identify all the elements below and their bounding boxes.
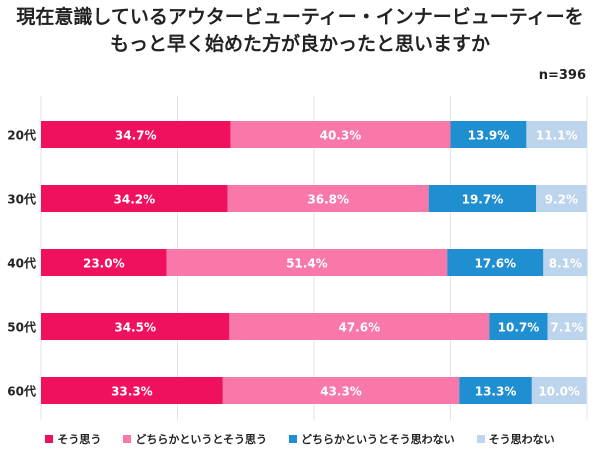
legend-item: どちらかというとそう思う <box>123 431 267 447</box>
data-label: 10.7% <box>498 321 540 335</box>
bar-segment <box>41 121 231 148</box>
legend-label: そう思う <box>57 433 102 446</box>
legend-item: そう思う <box>45 431 101 447</box>
chart-title: 現在意識しているアウタービューティー・インナービューティーを もっと早く始めた方… <box>0 4 600 58</box>
legend-item: そう思わない <box>476 431 555 447</box>
category-label: 60代 <box>7 384 36 399</box>
legend-label: そう思わない <box>488 433 555 446</box>
bar-segment <box>459 377 532 404</box>
data-label: 34.2% <box>114 193 156 207</box>
bar-segment <box>222 377 460 404</box>
bar-segment <box>526 121 587 148</box>
data-label: 11.1% <box>536 129 578 143</box>
bar-segment <box>547 313 587 340</box>
legend-swatch <box>45 435 54 443</box>
title-line-2: もっと早く始めた方が良かったと思いますか <box>109 33 490 55</box>
bar-segment <box>536 185 587 212</box>
data-label: 19.7% <box>462 193 504 207</box>
bar-segment <box>41 377 223 404</box>
category-label: 50代 <box>7 320 36 335</box>
bar-segment <box>41 185 228 212</box>
bar-segment <box>230 121 451 148</box>
data-label: 43.3% <box>320 385 362 399</box>
data-label: 23.0% <box>83 257 125 271</box>
category-label: 20代 <box>7 128 36 143</box>
bar-segment <box>227 185 429 212</box>
data-label: 36.8% <box>307 193 349 207</box>
data-label: 8.1% <box>549 257 582 271</box>
data-label: 40.3% <box>320 129 362 143</box>
data-label: 34.7% <box>115 129 157 143</box>
bar-segment <box>41 313 230 340</box>
data-label: 7.1% <box>550 321 583 335</box>
data-label: 13.9% <box>468 129 510 143</box>
data-label: 10.0% <box>538 385 580 399</box>
bar-segment <box>41 249 167 276</box>
category-label: 30代 <box>7 192 36 207</box>
legend-label: どちらかというとそう思わない <box>301 433 455 446</box>
legend-swatch <box>289 435 297 443</box>
data-label: 33.3% <box>111 385 153 399</box>
sample-size: n=396 <box>538 68 586 83</box>
data-label: 51.4% <box>286 257 328 271</box>
legend-label: どちらかというとそう思う <box>135 433 267 446</box>
bar-segment <box>428 185 537 212</box>
bar-segment <box>447 249 544 276</box>
legend-swatch <box>476 435 485 443</box>
bar-segment <box>543 249 588 276</box>
legend-swatch <box>123 435 132 443</box>
data-label: 34.5% <box>114 321 156 335</box>
data-label: 47.6% <box>338 321 380 335</box>
legend-item: どちらかというとそう思わない <box>289 431 455 447</box>
bar-segment <box>531 377 587 404</box>
data-label: 13.3% <box>475 385 517 399</box>
data-label: 17.6% <box>474 257 516 271</box>
bar-segment <box>166 249 448 276</box>
title-line-1: 現在意識しているアウタービューティー・インナービューティーを <box>16 6 584 28</box>
bar-segment <box>229 313 490 340</box>
legend: そう思う どちらかというとそう思う どちらかというとそう思わない そう思わない <box>0 431 600 447</box>
data-label: 9.2% <box>545 193 578 207</box>
bar-segment <box>450 121 527 148</box>
bar-segment <box>489 313 548 340</box>
category-label: 40代 <box>7 256 36 271</box>
